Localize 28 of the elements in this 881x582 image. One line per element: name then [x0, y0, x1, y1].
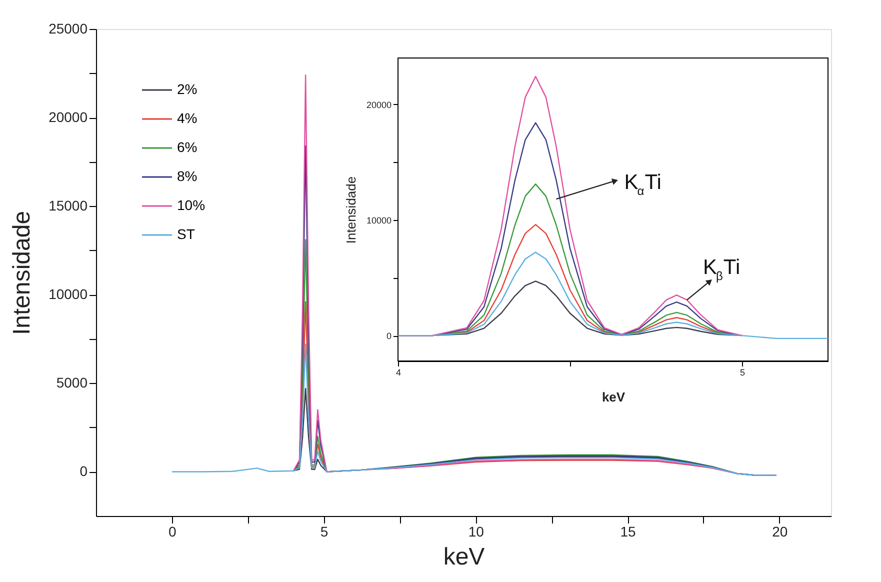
x-tick-label: 15 — [620, 524, 636, 540]
x-tick-label: 5 — [740, 368, 746, 378]
y-tick-label: 5000 — [56, 374, 88, 391]
y-tick-label: 10000 — [366, 215, 392, 226]
legend-label: 6% — [177, 139, 198, 155]
y-tick-label: 0 — [80, 463, 88, 480]
x-tick-label: 20 — [772, 524, 788, 540]
legend-label: ST — [177, 226, 196, 242]
legend-label: 2% — [177, 81, 198, 97]
x-tick-label: 5 — [320, 524, 328, 540]
y-tick-label: 20000 — [48, 109, 88, 126]
y-tick-label: 0 — [386, 331, 392, 342]
x-axis-title: keV — [602, 390, 626, 404]
legend-label: 10% — [177, 197, 206, 213]
legend-label: 4% — [177, 110, 198, 126]
y-axis-title: Intensidade — [343, 176, 358, 244]
x-axis-title: keV — [443, 544, 485, 570]
y-tick-label: 20000 — [366, 100, 392, 110]
y-tick-label: 15000 — [48, 198, 88, 214]
legend-label: 8% — [177, 168, 198, 184]
line-series — [397, 252, 829, 340]
x-tick-label: 10 — [468, 524, 484, 540]
y-tick-label: 10000 — [48, 286, 88, 302]
x-tick-label: 4 — [396, 368, 402, 378]
line-series — [171, 344, 777, 476]
y-tick-label: 25000 — [48, 20, 88, 36]
y-axis-title: Intensidade — [8, 210, 36, 336]
x-tick-label: 0 — [168, 524, 177, 540]
